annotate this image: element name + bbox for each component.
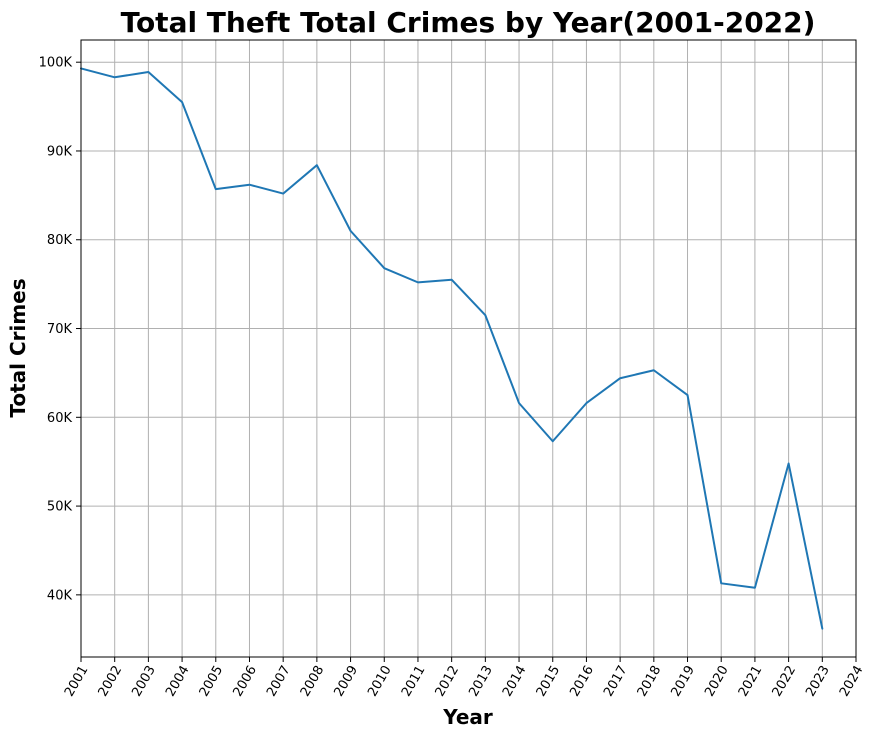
grid [80, 40, 857, 657]
x-tick-label: 2006 [230, 663, 260, 699]
y-tick-label: 60K [47, 411, 73, 426]
x-tick-label: 2001 [62, 663, 92, 699]
x-tick-label: 2011 [399, 663, 429, 699]
x-axis-ticks: 2001 2002 2003 2004 2005 2006 2007 2008 2009 2010… [62, 657, 867, 699]
y-tick-label: 90K [47, 144, 73, 159]
y-tick-label: 80K [47, 233, 73, 248]
x-tick-label: 2007 [264, 663, 294, 699]
x-tick-label: 2022 [770, 663, 800, 699]
x-tick-label: 2021 [736, 663, 766, 699]
y-tick-label: 40K [47, 588, 73, 603]
x-tick-label: 2020 [702, 663, 732, 699]
x-tick-label: 2017 [601, 663, 631, 699]
x-tick-label: 2023 [803, 663, 833, 699]
x-tick-label: 2019 [668, 663, 698, 699]
x-tick-label: 2003 [129, 663, 159, 699]
series-layer [80, 67, 824, 630]
x-tick-label: 2010 [365, 663, 395, 699]
x-tick-label: 2013 [466, 663, 496, 699]
x-tick-label: 2004 [163, 663, 193, 699]
x-tick-label: 2002 [96, 663, 126, 699]
y-tick-label: 50K [47, 500, 73, 515]
x-tick-label: 2012 [433, 663, 463, 699]
x-tick-label: 2015 [534, 663, 564, 699]
y-axis-ticks: 40K 50K 60K 70K 80K 90K 100K [39, 56, 81, 603]
x-tick-label: 2008 [298, 663, 328, 699]
x-tick-label: 2024 [837, 663, 867, 699]
x-tick-label: 2005 [197, 663, 227, 699]
y-tick-label: 100K [39, 56, 73, 71]
y-tick-label: 70K [47, 322, 73, 337]
x-tick-label: 2016 [567, 663, 597, 699]
plot-frame [80, 39, 857, 658]
x-tick-label: 2018 [635, 663, 665, 699]
chart-title: Total Theft Total Crimes by Year(2001-20… [121, 6, 816, 39]
x-tick-label: 2014 [500, 663, 530, 699]
x-axis-label: Year [442, 705, 493, 729]
x-tick-label: 2009 [332, 663, 362, 699]
y-axis-label: Total Crimes [6, 278, 30, 417]
